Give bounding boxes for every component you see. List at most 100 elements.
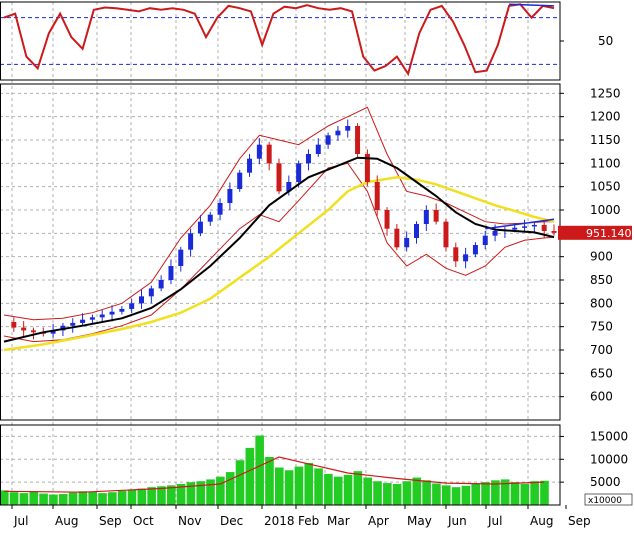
up-candle-body xyxy=(305,154,311,164)
volume-bar xyxy=(510,482,520,505)
up-candle-body xyxy=(531,224,537,227)
down-candle-body xyxy=(374,182,380,210)
x-tick-label: Sep xyxy=(99,514,122,528)
down-candle-body xyxy=(433,210,439,222)
price-y-tick-label: 1000 xyxy=(590,203,621,217)
price-y-tick-label: 1250 xyxy=(590,86,621,100)
price-y-tick-label: 1150 xyxy=(590,133,621,147)
x-tick-label: Aug xyxy=(55,514,78,528)
up-candle-body xyxy=(80,319,86,323)
up-candle-body xyxy=(139,296,144,304)
volume-bar xyxy=(157,486,166,505)
down-candle-body xyxy=(453,247,459,262)
price-y-tick-label: 750 xyxy=(590,320,613,334)
panel-frame xyxy=(0,83,561,421)
osc-y-tick-label: 50 xyxy=(598,34,613,48)
volume-bar xyxy=(235,460,245,505)
volume-bar xyxy=(402,481,412,505)
volume-bar xyxy=(392,483,402,505)
down-candle-body xyxy=(21,327,27,331)
x-tick-label: Jul xyxy=(13,514,28,528)
volume-bar xyxy=(206,479,215,505)
up-candle-body xyxy=(414,224,419,238)
oscillator-line xyxy=(3,3,555,77)
up-candle-body xyxy=(178,249,184,266)
up-candle-body xyxy=(237,172,243,189)
last-price-tag-background xyxy=(558,225,632,240)
up-candle-body xyxy=(70,322,76,326)
up-candle-body xyxy=(256,144,262,159)
long-moving-average xyxy=(3,176,555,352)
volume-bar xyxy=(68,492,78,505)
volume-bar xyxy=(363,477,372,505)
volume-bar xyxy=(333,476,343,505)
up-candle-body xyxy=(325,135,331,145)
up-candle-body xyxy=(345,126,351,131)
volume-bar xyxy=(383,483,392,505)
volume-bar xyxy=(451,487,461,505)
volume-bar xyxy=(245,447,255,505)
up-candle-body xyxy=(207,214,213,222)
volume-bar xyxy=(9,492,19,505)
volume-bar xyxy=(471,483,481,505)
price-y-tick-label: 1200 xyxy=(590,110,621,124)
x-tick-label: May xyxy=(407,514,432,528)
volume-y-tick-label: 15000 xyxy=(590,429,628,443)
up-candle-body xyxy=(335,130,341,136)
down-candle-body xyxy=(541,224,547,231)
short-moving-average xyxy=(3,156,555,343)
trend-line xyxy=(485,218,555,230)
up-candle-body xyxy=(472,245,478,255)
down-candle-body xyxy=(443,221,449,248)
up-candle-body xyxy=(99,314,105,318)
up-candle-body xyxy=(217,203,223,215)
volume-bar xyxy=(461,485,471,505)
x-tick-label: Nov xyxy=(178,514,201,528)
down-candle-body xyxy=(266,144,272,164)
up-candle-body xyxy=(158,280,164,289)
price-y-tick-label: 1100 xyxy=(590,156,621,170)
volume-bar xyxy=(481,482,490,505)
x-tick-label: Feb xyxy=(298,514,319,528)
price-panel xyxy=(3,106,557,352)
up-candle-body xyxy=(129,303,135,309)
volume-bar xyxy=(39,493,48,505)
last-price-tag: 951.140 xyxy=(586,227,632,240)
x-tick-label: Apr xyxy=(368,514,389,528)
up-candle-body xyxy=(463,254,469,262)
oscillator-panel xyxy=(0,3,560,77)
volume-bar xyxy=(491,480,500,505)
volume-bar xyxy=(373,481,382,505)
volume-panel xyxy=(0,435,549,505)
up-candle-body xyxy=(296,163,302,182)
up-candle-body xyxy=(286,182,292,192)
volume-bar xyxy=(540,480,549,505)
volume-bar xyxy=(117,490,127,505)
volume-bar xyxy=(49,494,58,505)
volume-bar xyxy=(441,485,451,505)
volume-multiplier-box xyxy=(584,493,633,506)
down-candle-body xyxy=(355,126,361,154)
up-candle-body xyxy=(247,158,253,173)
volume-bar xyxy=(255,435,264,505)
down-candle-body xyxy=(384,210,390,229)
volume-bar xyxy=(137,488,147,505)
up-candle-body xyxy=(482,235,488,245)
volume-bar xyxy=(530,481,539,505)
volume-bar xyxy=(176,483,186,505)
volume-bar xyxy=(88,491,97,505)
volume-bar xyxy=(225,472,235,505)
down-candle-body xyxy=(364,154,370,182)
volume-bar xyxy=(500,479,510,505)
price-y-tick-label: 850 xyxy=(590,273,613,287)
volume-bar xyxy=(422,480,431,505)
down-candle-body xyxy=(394,228,400,248)
volume-bar xyxy=(216,476,225,505)
x-tick-label: 2018 xyxy=(264,514,295,528)
volume-bar xyxy=(324,473,333,505)
price-y-tick-label: 800 xyxy=(590,296,613,310)
up-candle-body xyxy=(148,288,154,297)
up-candle-body xyxy=(423,210,429,224)
